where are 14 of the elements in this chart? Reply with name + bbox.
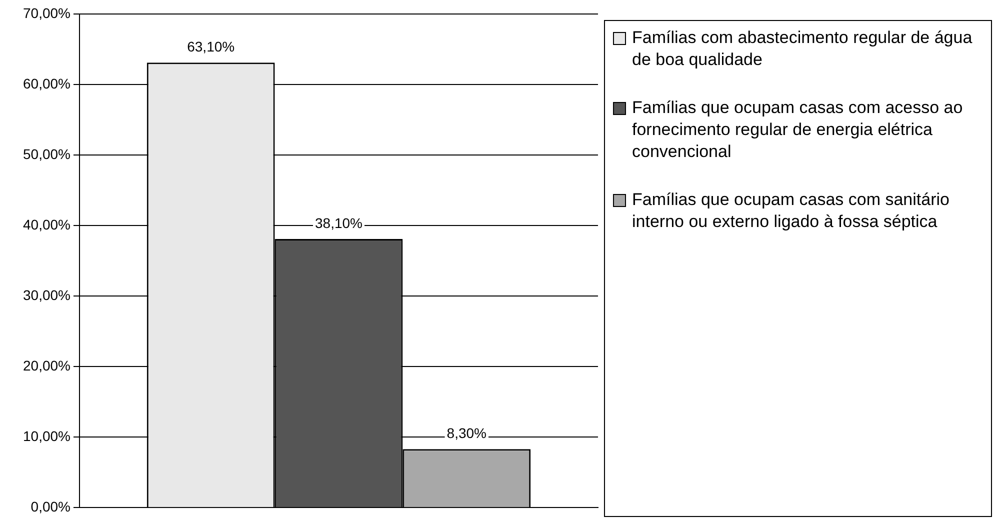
- legend-label: Famílias que ocupam casas com sanitário interno ou externo ligado à fossa séptica: [632, 189, 950, 233]
- legend-label: Famílias com abastecimento regular de água de boa qualidade: [632, 27, 974, 71]
- legend-label: Famílias que ocupam casas com acesso ao fornecimento regular de energia elétrica convencional: [632, 97, 964, 163]
- data-label: 8,30%: [446, 424, 486, 441]
- y-tick-label: 10,00%: [23, 428, 70, 444]
- y-tick-label: 20,00%: [23, 357, 70, 374]
- y-tick-label: 70,00%: [23, 4, 70, 21]
- y-tick-label: 40,00%: [23, 216, 70, 232]
- y-tick-label: 50,00%: [23, 146, 70, 162]
- data-label: 38,10%: [315, 214, 362, 231]
- y-tick-label: 0,00%: [30, 498, 70, 514]
- data-label: 63,10%: [187, 38, 235, 55]
- y-tick-label: 60,00%: [23, 75, 70, 92]
- y-tick-label: 30,00%: [23, 286, 70, 303]
